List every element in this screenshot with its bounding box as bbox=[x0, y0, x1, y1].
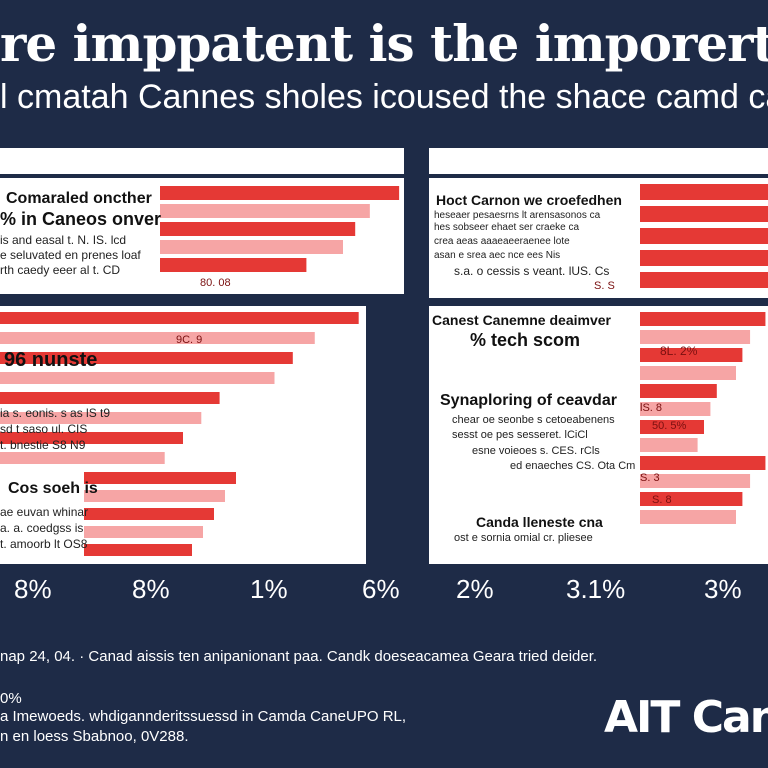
right-mid-title: Canest Canemne deaimver bbox=[432, 312, 611, 328]
right-mid-bar bbox=[640, 330, 751, 344]
right-mid-bar bbox=[640, 384, 717, 398]
percent-label: 3% bbox=[704, 574, 742, 604]
page-subtitle: l cmatah Cannes sholes icoused the shace… bbox=[0, 78, 768, 116]
right-mid-bar bbox=[640, 366, 736, 380]
right-mid-bar bbox=[640, 348, 743, 362]
right-mid2-line4: ed enaeches CS. Ota Cm bbox=[510, 460, 636, 472]
right-mid2-line2: sesst oe pes sesseret. lCiCl bbox=[452, 429, 588, 441]
percent-label: 8% bbox=[132, 574, 170, 604]
left-top-bar bbox=[160, 186, 400, 200]
percent-label: 3.1% bbox=[566, 574, 626, 604]
right-mid-bar bbox=[640, 402, 711, 416]
bar-value-label: 8L. 2% bbox=[660, 344, 698, 358]
footnote-line4: n en loess Sbabnoo, 0V288. bbox=[0, 728, 189, 745]
left-low-bar bbox=[84, 526, 203, 538]
right-mid-bar bbox=[640, 420, 704, 434]
right-mid-subtitle: % tech scom bbox=[470, 330, 581, 350]
right-top-line4: asan e srea aec nce ees Nis bbox=[434, 250, 561, 261]
right-mid-bar bbox=[640, 510, 736, 524]
right-top-line2: hes sobseer ehaet ser craeke ca bbox=[434, 222, 580, 233]
brand-logo: AIT Can bbox=[604, 692, 768, 743]
right-low-title: Canda lleneste cna bbox=[476, 514, 603, 530]
right-low-line1: ost e sornia omial cr. pliesee bbox=[454, 532, 593, 544]
right-top-bar bbox=[640, 206, 768, 222]
left-low-line1: ae euvan whinar bbox=[0, 505, 89, 519]
left-mid-bar bbox=[0, 452, 165, 464]
footnote-line2: 0% bbox=[0, 690, 22, 707]
left-low-bar bbox=[84, 490, 225, 502]
left-low-line2: a. a. coedgss is bbox=[0, 521, 84, 535]
percent-label: 2% bbox=[456, 574, 494, 604]
page-title: re imppatent is the imporert iissu bbox=[0, 14, 768, 73]
right-top-bar bbox=[640, 272, 768, 288]
bar-value-label: lS. 8 bbox=[640, 402, 663, 414]
bar-value-label: S. S bbox=[594, 280, 615, 292]
left-low-bar bbox=[84, 472, 236, 484]
left-mid-line2: sd t saso ul. CIS bbox=[0, 422, 88, 436]
left-top-title: Comaraled oncther bbox=[6, 190, 152, 207]
left-low-bar bbox=[84, 508, 214, 520]
right-mid-bar bbox=[640, 312, 766, 326]
right-mid-bar bbox=[640, 492, 743, 506]
left-top-line1: is and easal t. N. IS. lcd bbox=[0, 233, 127, 247]
left-mid-bar bbox=[0, 392, 220, 404]
bar-value-label: S. 8 bbox=[652, 494, 672, 506]
left-top-bar bbox=[160, 204, 370, 218]
right-mid2-line1: chear oe seonbe s cetoeabenens bbox=[452, 414, 615, 426]
left-low-line3: t. amoorb lt OS8 bbox=[0, 537, 88, 551]
right-top-bar bbox=[640, 228, 768, 244]
right-mid2-title: Synaploring of ceavdar bbox=[440, 392, 617, 409]
right-mid2-line3: esne voieoes s. CES. rCls bbox=[472, 445, 600, 457]
left-top-header-strip bbox=[0, 148, 404, 174]
left-low-title: Cos soeh is bbox=[8, 480, 98, 497]
right-top-line5: s.a. o cessis s veant. lUS. Cs bbox=[454, 264, 610, 278]
percent-label: 6% bbox=[362, 574, 400, 604]
right-top-header-strip bbox=[429, 148, 768, 174]
left-low-bar bbox=[84, 544, 192, 556]
right-mid-bar bbox=[640, 456, 766, 470]
bar-value-label: 9C. 9 bbox=[176, 334, 203, 346]
right-mid-bar bbox=[640, 438, 698, 452]
footnote-line3: a Imewoeds. whdigannderitssuessd in Camd… bbox=[0, 708, 407, 725]
bar-value-label: S. 3 bbox=[640, 472, 660, 484]
left-mid-title: 96 nunste bbox=[4, 349, 98, 371]
left-top-line2: e seluvated en prenes loaf bbox=[0, 248, 141, 262]
left-mid-line1: ia s. eonis. s as lS t9 bbox=[0, 406, 111, 420]
left-top-line3: rth caedy eeer al t. CD bbox=[0, 263, 121, 277]
percent-label: 1% bbox=[250, 574, 288, 604]
left-top-bar bbox=[160, 258, 307, 272]
right-top-title: Hoct Carnon we croefedhen bbox=[436, 192, 622, 208]
percent-label: 8% bbox=[14, 574, 52, 604]
left-top-bar bbox=[160, 222, 356, 236]
left-mid-bar bbox=[0, 352, 293, 364]
right-mid-bar bbox=[640, 474, 751, 488]
bar-value-label: 50. 5% bbox=[652, 420, 687, 432]
bar-value-label: 80. 08 bbox=[200, 277, 231, 289]
right-top-bar bbox=[640, 250, 768, 266]
left-mid-bar bbox=[0, 332, 315, 344]
left-mid-bar bbox=[0, 372, 275, 384]
left-mid-line3: t. bnestie S8 N9 bbox=[0, 438, 86, 452]
left-top-subtitle: % in Caneos onver bbox=[0, 209, 162, 229]
left-mid-bar bbox=[0, 312, 359, 324]
right-top-line3: crea aeas aaaeaeeraenee lote bbox=[434, 236, 570, 247]
left-mid-bar bbox=[0, 412, 202, 424]
right-top-bar bbox=[640, 184, 768, 200]
right-top-line1: heseaer pesaesrns lt arensasonos ca bbox=[434, 210, 601, 221]
left-top-bar bbox=[160, 240, 343, 254]
left-mid-bar bbox=[0, 432, 183, 444]
source-note: nap 24, 04. · Canad aissis ten anipanion… bbox=[0, 648, 598, 665]
